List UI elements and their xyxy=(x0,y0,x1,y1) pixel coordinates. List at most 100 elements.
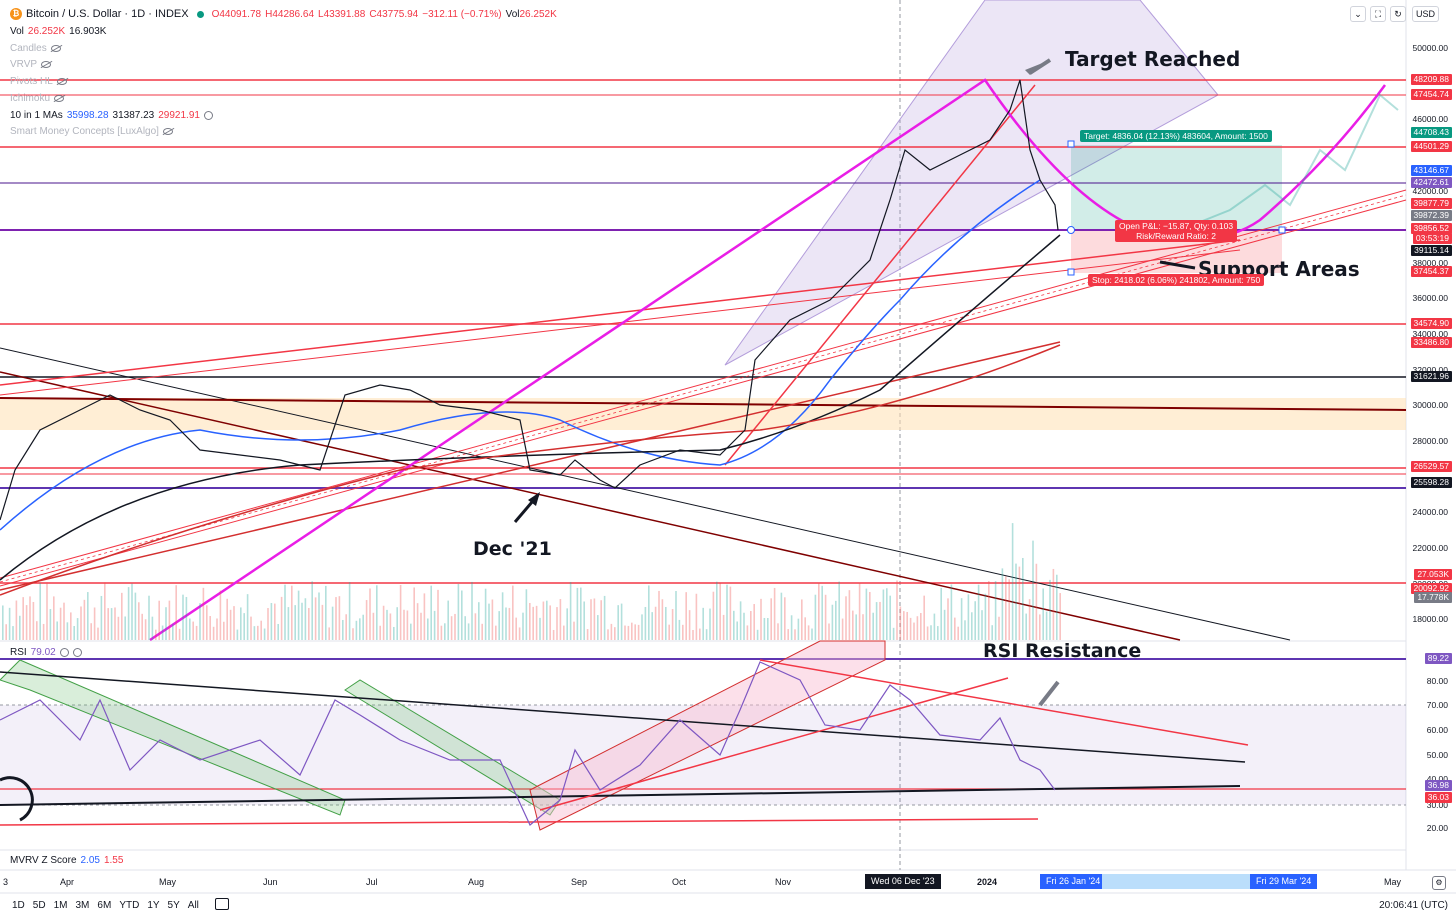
settings-gear-icon[interactable]: ⚙ xyxy=(1432,876,1446,890)
volume-bar xyxy=(770,598,772,640)
settings-dot-icon[interactable] xyxy=(203,111,213,120)
volume-bar xyxy=(709,608,711,640)
range-button-1y[interactable]: 1Y xyxy=(147,900,160,911)
volume-bar xyxy=(977,584,980,640)
vrvp-legend[interactable]: VRVP xyxy=(10,59,52,70)
volume-bar xyxy=(1039,614,1041,640)
hidden-eye-icon[interactable] xyxy=(162,128,173,135)
volume-bar xyxy=(437,589,439,640)
price-tag: 47454.74 xyxy=(1410,89,1452,100)
range-button-all[interactable]: All xyxy=(187,900,199,911)
volume-bar xyxy=(1049,579,1051,640)
range-button-1d[interactable]: 1D xyxy=(12,900,25,911)
volume-bar xyxy=(117,616,120,640)
volume-bar xyxy=(841,618,844,640)
volume-bar xyxy=(93,607,96,640)
volume-bar xyxy=(467,623,470,640)
time-axis-label: Aug xyxy=(468,877,485,887)
position-pnl-label[interactable]: Open P&L: −15.87, Qty: 0.103 Risk/Reward… xyxy=(1115,220,1238,242)
volume-bar xyxy=(454,613,456,640)
volume-bar xyxy=(410,623,412,640)
volume-bar xyxy=(692,629,694,640)
range-button-5d[interactable]: 5D xyxy=(32,900,46,911)
volume-bar xyxy=(236,629,239,640)
range-selector[interactable]: 1D 5D 1M 3M 6M YTD 1Y 5Y All xyxy=(8,900,203,911)
volume-bar xyxy=(263,628,266,640)
range-button-ytd[interactable]: YTD xyxy=(119,900,140,911)
mas-legend[interactable]: 10 in 1 MAs 35998.28 31387.23 29921.91 xyxy=(10,110,213,121)
position-stop-label[interactable]: Stop: 2418.02 (6.06%) 241802, Amount: 75… xyxy=(1088,274,1265,286)
smc-legend[interactable]: Smart Money Concepts [LuxAlgo] xyxy=(10,126,173,137)
time-axis-label: May xyxy=(1384,877,1402,887)
volume-bar xyxy=(784,597,786,640)
rsi-legend[interactable]: RSI 79.02 xyxy=(10,647,82,658)
volume-bar xyxy=(80,606,82,640)
chevron-down-icon[interactable]: ⌄ xyxy=(1350,6,1366,22)
volume-bar xyxy=(291,585,293,640)
time-axis-label: 3 xyxy=(3,877,9,887)
volume-bar xyxy=(144,619,147,640)
volume-bar xyxy=(920,613,922,640)
range-button-1m[interactable]: 1M xyxy=(53,900,68,911)
volume-bar xyxy=(763,617,766,640)
volume-bar xyxy=(379,625,381,640)
range-button-5y[interactable]: 5Y xyxy=(167,900,180,911)
candles-legend[interactable]: Candles xyxy=(10,43,61,54)
volume-bar xyxy=(620,603,623,640)
volume-bar xyxy=(287,607,290,640)
volume-bar xyxy=(127,587,130,640)
refresh-icon[interactable]: ↻ xyxy=(1390,6,1406,22)
volume-bar xyxy=(872,612,874,640)
ichimoku-legend[interactable]: Ichimoku xyxy=(10,93,65,104)
volume-bar xyxy=(967,594,970,640)
volume-bar xyxy=(1018,566,1021,640)
volume-bar xyxy=(984,593,987,640)
settings-dot-icon[interactable] xyxy=(72,648,82,657)
volume-bar xyxy=(168,600,171,640)
mvrv-legend[interactable]: MVRV Z Score 2.05 1.55 xyxy=(10,855,124,866)
range-button-6m[interactable]: 6M xyxy=(97,900,112,911)
vol-legend[interactable]: Vol 26.252K 16.903K xyxy=(10,26,107,37)
time-axis-label: Jun xyxy=(263,877,278,887)
volume-bar xyxy=(678,619,681,640)
position-target-label[interactable]: Target: 4836.04 (12.13%) 483604, Amount:… xyxy=(1080,130,1272,142)
volume-bar xyxy=(209,616,211,640)
symbol-title[interactable]: Bitcoin / U.S. Dollar · 1D · INDEX xyxy=(26,8,189,20)
price-tag: 48209.88 xyxy=(1410,74,1452,85)
volume-bar xyxy=(552,629,555,640)
settings-dot-icon[interactable] xyxy=(59,648,69,657)
volume-bar xyxy=(444,623,446,640)
range-button-3m[interactable]: 3M xyxy=(75,900,90,911)
volume-bar xyxy=(345,614,347,640)
volume-bar xyxy=(165,607,167,640)
maximize-icon[interactable]: ⛶ xyxy=(1370,6,1386,22)
calendar-icon[interactable] xyxy=(215,898,229,910)
volume-bar xyxy=(308,607,310,640)
volume-bar xyxy=(535,605,538,640)
volume-bar xyxy=(529,602,531,640)
price-tag: 37454.37 xyxy=(1410,266,1452,277)
volume-bar xyxy=(450,616,453,640)
price-tag: 34574.90 xyxy=(1410,318,1452,329)
volume-bar xyxy=(19,615,21,640)
hidden-eye-icon[interactable] xyxy=(41,61,52,68)
ohlc-low: L43391.88 xyxy=(318,8,366,20)
volume-bar xyxy=(301,602,303,640)
volume-bar xyxy=(195,625,198,640)
volume-bar xyxy=(396,607,398,640)
hidden-eye-icon[interactable] xyxy=(56,78,67,85)
volume-bar xyxy=(546,600,548,640)
volume-bar xyxy=(722,614,725,640)
hidden-eye-icon[interactable] xyxy=(50,45,61,52)
pivots-legend[interactable]: Pivots HL xyxy=(10,76,67,87)
volume-bar xyxy=(719,583,721,640)
utc-clock[interactable]: 20:06:41 (UTC) xyxy=(1379,900,1448,911)
volume-bar xyxy=(260,620,262,640)
volume-bar xyxy=(233,606,235,640)
currency-button[interactable]: USD xyxy=(1412,6,1440,22)
volume-bar xyxy=(73,626,75,640)
volume-bar xyxy=(328,627,330,640)
volume-bar xyxy=(644,606,647,640)
hidden-eye-icon[interactable] xyxy=(54,95,65,102)
